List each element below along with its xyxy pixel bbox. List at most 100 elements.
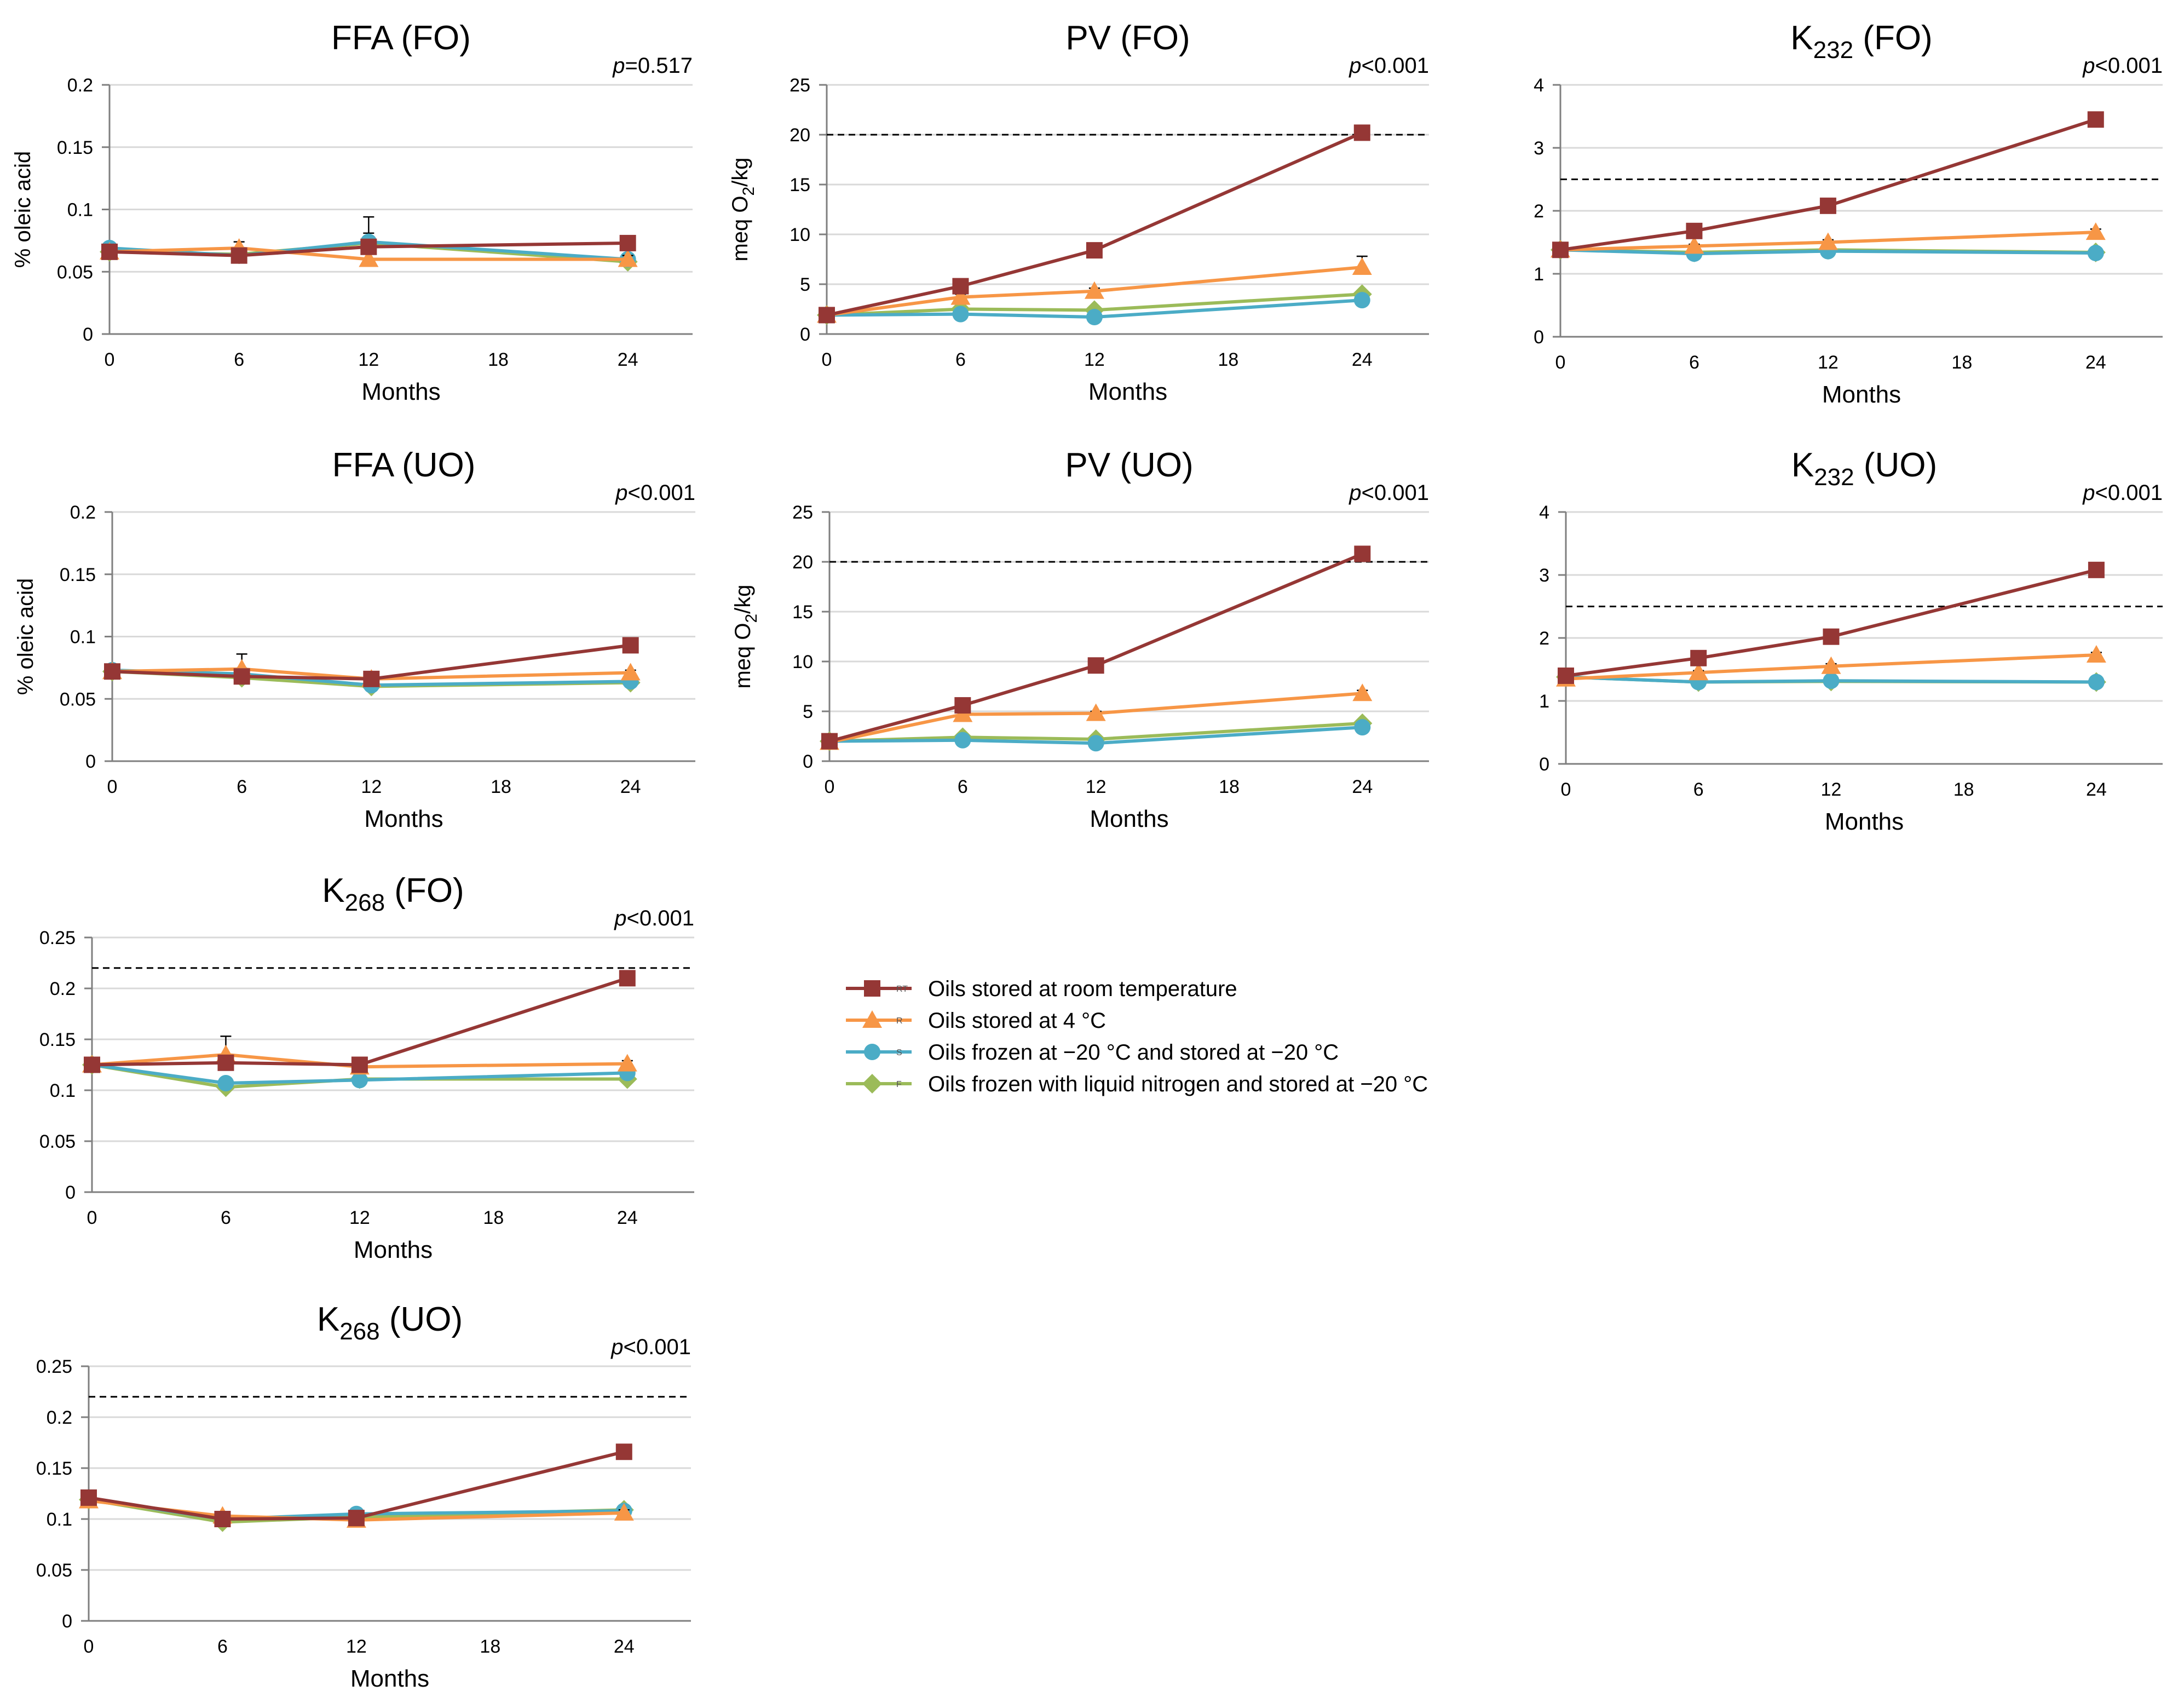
- chart-title: FFA (UO): [332, 446, 476, 484]
- data-point: [614, 1503, 634, 1521]
- x-tick-label: 24: [1352, 776, 1373, 797]
- p-value: p<0.001: [610, 1335, 691, 1359]
- data-point: [819, 307, 835, 324]
- chart-title: PV (UO): [1065, 446, 1193, 484]
- series-RT: [104, 637, 639, 687]
- x-tick-label: 0: [822, 349, 832, 370]
- series-line: [826, 266, 1363, 317]
- x-tick-label: 6: [955, 349, 966, 370]
- y-tick-label: 3: [1539, 565, 1549, 586]
- legend-entry-S: S Oils frozen at −20 °C and stored at −20…: [846, 1040, 1339, 1065]
- series-line: [91, 1063, 627, 1085]
- chart-ffa-uo: 0 0.05 0.1 0.15 0.2 0 6 12 18 24 Months % oleic aci…: [14, 446, 695, 832]
- data-point: [1086, 242, 1103, 259]
- y-tick-label: 0.1: [47, 1509, 72, 1530]
- y-tick-label: 0.25: [36, 1356, 72, 1377]
- y-axis-label: % oleic acid: [11, 151, 35, 268]
- y-tick-label: 0.05: [57, 262, 93, 283]
- x-tick-label: 18: [491, 776, 511, 797]
- x-tick-label: 24: [1352, 349, 1373, 370]
- y-tick-label: 0: [83, 324, 93, 345]
- y-tick-label: 2: [1539, 628, 1549, 649]
- y-tick-label: 0: [1534, 327, 1544, 348]
- series-RT: [1552, 111, 2104, 258]
- p-value: p<0.001: [1349, 481, 1429, 505]
- data-point: [1086, 703, 1106, 721]
- data-point: [1686, 222, 1703, 239]
- x-axis-label: Months: [1825, 808, 1904, 835]
- data-point: [101, 243, 118, 260]
- x-tick-label: 6: [221, 1207, 231, 1228]
- x-tick-label: 24: [2085, 352, 2106, 373]
- data-point: [821, 733, 838, 750]
- x-axis-label: Months: [1088, 378, 1167, 405]
- series-RT: [101, 234, 636, 264]
- chart-k268-uo: 0 0.05 0.1 0.15 0.2 0.25 0 6 12 18 24 Months K268 (U…: [36, 1301, 691, 1692]
- series-line: [91, 1052, 627, 1069]
- y-tick-label: 10: [790, 225, 810, 245]
- y-axis-label: meq O2/kg: [731, 584, 760, 688]
- data-point: [619, 234, 636, 251]
- x-tick-label: 12: [346, 1636, 367, 1657]
- x-axis-label: Months: [1822, 381, 1901, 408]
- data-point: [360, 238, 377, 255]
- data-point: [1689, 663, 1709, 681]
- data-point: [230, 247, 247, 264]
- x-tick-label: 18: [480, 1636, 500, 1657]
- legend-code: RT: [896, 985, 908, 994]
- data-point: [351, 1072, 368, 1089]
- y-axis-label: meq O2/kg: [728, 157, 758, 261]
- y-tick-label: 0.25: [39, 928, 76, 948]
- data-point: [1353, 292, 1370, 309]
- data-point: [1823, 672, 1840, 689]
- data-point: [1087, 657, 1104, 674]
- legend-marker: [864, 980, 880, 997]
- p-value: p<0.001: [2082, 54, 2163, 78]
- legend-code: S: [896, 1048, 902, 1057]
- x-tick-label: 18: [1951, 352, 1972, 373]
- x-tick-label: 6: [1689, 352, 1699, 373]
- data-point: [2085, 222, 2106, 240]
- y-tick-label: 4: [1534, 75, 1544, 96]
- series-line: [826, 292, 1362, 317]
- x-tick-label: 24: [618, 349, 638, 370]
- legend-entry-F: F Oils frozen with liquid nitrogen and st…: [846, 1072, 1428, 1096]
- y-tick-label: 0.15: [39, 1029, 76, 1050]
- data-point: [80, 1489, 97, 1506]
- x-tick-label: 24: [614, 1636, 635, 1657]
- chart-title: K268 (UO): [317, 1301, 463, 1345]
- data-point: [617, 1054, 637, 1072]
- y-tick-label: 5: [800, 274, 810, 295]
- series-RT: [1558, 561, 2105, 684]
- series-line: [829, 692, 1363, 744]
- data-point: [1354, 719, 1371, 736]
- y-tick-label: 25: [790, 75, 810, 96]
- y-tick-label: 0.05: [39, 1131, 76, 1152]
- y-tick-label: 2: [1534, 201, 1544, 222]
- chart-title: K232 (FO): [1790, 19, 1932, 64]
- y-tick-label: 0.2: [50, 979, 76, 999]
- series-line: [1560, 118, 2096, 252]
- x-tick-label: 24: [620, 776, 641, 797]
- y-tick-label: 5: [803, 701, 813, 722]
- x-tick-label: 0: [105, 349, 115, 370]
- data-point: [351, 1056, 368, 1073]
- data-point: [1558, 668, 1574, 684]
- x-tick-label: 0: [1561, 779, 1571, 800]
- y-tick-label: 0: [1539, 754, 1549, 775]
- data-point: [1690, 649, 1707, 666]
- y-tick-label: 0.1: [67, 200, 93, 221]
- x-tick-label: 12: [1818, 352, 1839, 373]
- x-tick-label: 12: [358, 349, 379, 370]
- data-point: [217, 1054, 234, 1071]
- x-tick-label: 6: [1693, 779, 1704, 800]
- data-point: [1818, 232, 1838, 250]
- x-tick-label: 6: [234, 349, 244, 370]
- data-point: [619, 970, 636, 987]
- series-line: [829, 552, 1363, 743]
- y-tick-label: 0: [803, 751, 813, 772]
- legend-label: Oils stored at 4 °C: [928, 1009, 1106, 1033]
- x-axis-label: Months: [354, 1236, 433, 1263]
